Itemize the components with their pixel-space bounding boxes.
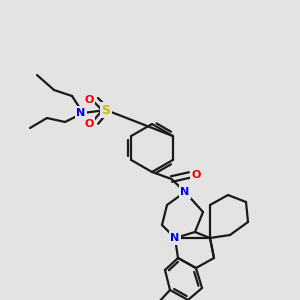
Text: N: N bbox=[170, 233, 180, 243]
Text: S: S bbox=[101, 103, 110, 116]
Text: N: N bbox=[76, 108, 85, 118]
Text: O: O bbox=[84, 119, 94, 129]
Text: O: O bbox=[84, 95, 94, 105]
Text: N: N bbox=[180, 187, 190, 197]
Text: O: O bbox=[192, 170, 201, 180]
